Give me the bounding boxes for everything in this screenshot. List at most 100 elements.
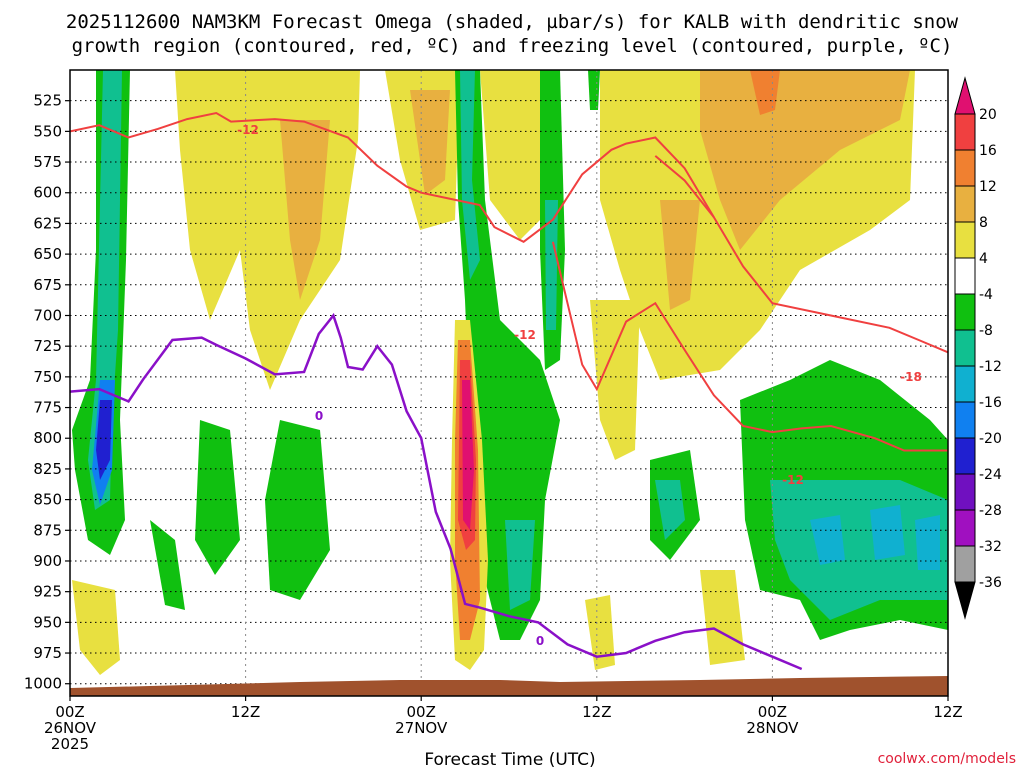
plot-border	[69, 69, 949, 697]
colorbar-swatch	[954, 329, 976, 367]
contour-label-dgz-upper: -12	[237, 123, 259, 137]
omega-shade-sinking-upper-mid-core	[410, 90, 450, 195]
dgz-minus18-contour	[654, 155, 948, 354]
omega-shade-sinking-mid-right	[590, 300, 640, 460]
y-tick-label: 1000	[24, 675, 62, 693]
colorbar-label: -4	[979, 287, 993, 303]
x-tick-date-label: 26NOV	[44, 719, 97, 737]
x-tick-label: 12Z	[231, 703, 260, 721]
x-axis-title: Forecast Time (UTC)	[424, 750, 595, 768]
y-tick-label: 675	[33, 276, 62, 294]
omega-shade-rising-central-lower-cyan	[505, 520, 535, 610]
x-tick-label: 00Z	[55, 703, 84, 721]
credit-text: coolwx.com/models	[878, 751, 1016, 767]
contour-label-dgz-mid: -12	[514, 328, 536, 342]
y-tick-label: 975	[33, 644, 62, 662]
colorbar-label: -36	[979, 575, 1002, 591]
colorbar-swatch	[954, 437, 976, 475]
y-tick-label: 925	[33, 583, 62, 601]
y-tick-label: 550	[33, 122, 62, 140]
colorbar-swatch	[954, 113, 976, 151]
omega-shade-rising-top-right-strip	[588, 70, 600, 110]
colorbar-label: -20	[979, 431, 1002, 447]
y-tick-label: 825	[33, 460, 62, 478]
x-tick-label: 12Z	[933, 703, 962, 721]
x-tick-date-label: 28NOV	[746, 719, 799, 737]
colorbar-label: 20	[979, 107, 997, 123]
x-tick-label: 00Z	[407, 703, 436, 721]
colorbar-label: -8	[979, 323, 993, 339]
omega-shade-sinking-upper-far-right-peak	[750, 70, 780, 115]
colorbar-label: -24	[979, 467, 1002, 483]
colorbar-swatch	[954, 293, 976, 331]
colorbar: 20 16 12 8 4 -4 -8 -12 -16 -20 -24 -28 -32 -36	[954, 76, 1002, 620]
colorbar-top-arrow	[954, 76, 976, 115]
contour-label-freezing-b: 0	[536, 634, 544, 648]
colorbar-swatch	[954, 473, 976, 511]
y-tick-label: 775	[33, 399, 62, 417]
contour-label-dgz-lower: -12	[782, 473, 804, 487]
y-axis: 525 550 575 600 625 650 675 700 725 750 775 800 825 8…	[24, 92, 70, 693]
y-tick-label: 700	[33, 306, 62, 324]
colorbar-swatch	[954, 509, 976, 547]
colorbar-swatch	[954, 257, 976, 295]
x-tick-label: 00Z	[758, 703, 787, 721]
colorbar-swatch	[954, 365, 976, 403]
freezing-level-contour	[70, 312, 803, 671]
omega-shade-rising-central-column-cyan	[460, 70, 480, 280]
colorbar-swatch	[954, 149, 976, 187]
contour-label-freezing-a: 0	[315, 409, 323, 423]
omega-shade-sinking-mid-right-core	[660, 200, 700, 310]
y-tick-label: 800	[33, 429, 62, 447]
omega-shade-sinking-lower-left	[72, 580, 120, 675]
colorbar-label: 4	[979, 251, 988, 267]
colorbar-swatch	[954, 401, 976, 439]
omega-shading	[72, 70, 948, 675]
omega-shade-rising-mid-right-cyan	[655, 480, 685, 540]
y-tick-label: 725	[33, 337, 62, 355]
y-tick-label: 650	[33, 245, 62, 263]
y-tick-label: 525	[33, 92, 62, 110]
dgz-minus12-contour-upper	[70, 111, 715, 243]
omega-shade-rising-left-plume-core	[96, 400, 112, 480]
omega-shade-rising-lower-right-band-cyan	[770, 480, 948, 620]
colorbar-swatch	[954, 221, 976, 259]
omega-shade-sinking-upper-left-core	[280, 120, 330, 300]
y-tick-label: 600	[33, 184, 62, 202]
colorbar-bottom-arrow	[954, 581, 976, 620]
omega-shade-rising-low-c	[150, 520, 185, 610]
omega-shade-sinking-upper-right	[480, 70, 550, 240]
dgz-minus12-contour-lower	[551, 241, 948, 452]
y-tick-label: 875	[33, 521, 62, 539]
colorbar-label: 12	[979, 179, 997, 195]
omega-shade-sinking-central-plume-magenta	[462, 380, 474, 530]
colorbar-label: -12	[979, 359, 1002, 375]
colorbar-label: -16	[979, 395, 1002, 411]
omega-shade-sinking-upper-far-right-core	[700, 70, 910, 250]
x-tick-date-label: 27NOV	[395, 719, 448, 737]
grid-lines	[70, 70, 948, 696]
x-tick-label: 12Z	[582, 703, 611, 721]
colorbar-label: -32	[979, 539, 1002, 555]
y-tick-label: 900	[33, 552, 62, 570]
colorbar-label: -28	[979, 503, 1002, 519]
colorbar-label: 8	[979, 215, 988, 231]
y-tick-label: 750	[33, 368, 62, 386]
y-tick-label: 625	[33, 214, 62, 232]
omega-shade-rising-lower-right-band-blue2	[870, 505, 905, 560]
omega-shade-sinking-lower-right	[700, 570, 745, 665]
omega-shade-sinking-lower-mid	[585, 595, 615, 670]
x-tick-year-label: 2025	[51, 735, 89, 753]
y-tick-label: 575	[33, 153, 62, 171]
y-tick-label: 950	[33, 613, 62, 631]
omega-shade-rising-lower-right-band-blue3	[915, 515, 940, 570]
omega-shade-rising-left-plume-cyan	[88, 70, 122, 510]
omega-shade-rising-low-a	[195, 420, 240, 575]
omega-shade-rising-lower-right-band-blue	[810, 515, 845, 565]
colorbar-swatch	[954, 545, 976, 583]
y-tick-label: 850	[33, 491, 62, 509]
contour-label-dgz-cold: -18	[900, 370, 922, 384]
chart-title-line1: 2025112600 NAM3KM Forecast Omega (shaded…	[66, 11, 959, 33]
